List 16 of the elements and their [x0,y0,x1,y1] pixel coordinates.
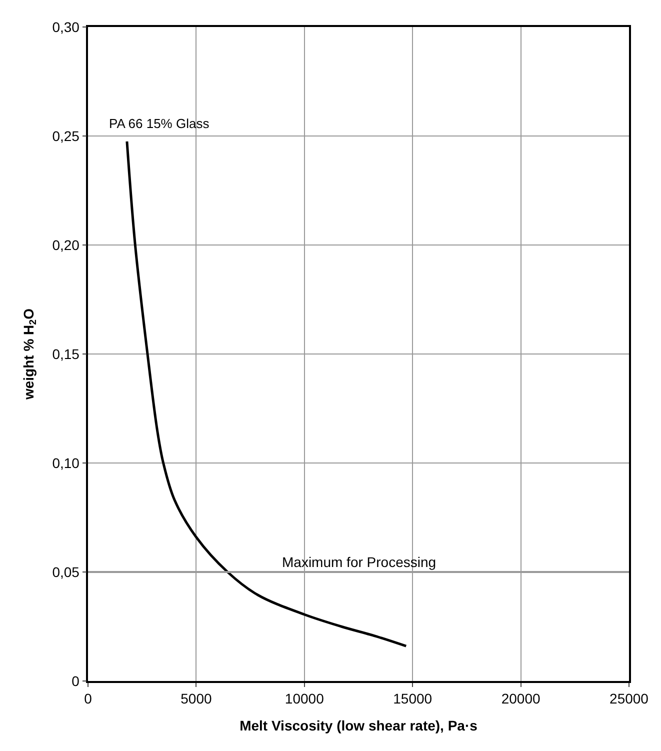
ref-line-label: Maximum for Processing [282,554,436,570]
y-tick-label: 0,20 [52,236,80,253]
x-tick-label: 15000 [393,690,432,707]
y-tick-label: 0,05 [52,564,80,580]
x-axis-title: Melt Viscosity (low shear rate), Pa·s [240,717,478,734]
y-tick-label: 0,25 [52,128,80,144]
series-label: PA 66 15% Glass [109,116,210,131]
x-tick-label: 5000 [180,690,212,707]
y-tick-label: 0,15 [52,346,80,362]
y-tick-label: 0 [72,672,80,689]
x-tick-label: 10000 [284,690,324,707]
y-tick-label: 0,30 [52,18,80,35]
x-tick-label: 20000 [501,690,540,707]
y-tick-label: 0,10 [52,454,80,471]
x-tick-label: 0 [84,690,92,707]
x-tick-label: 25000 [610,690,649,707]
